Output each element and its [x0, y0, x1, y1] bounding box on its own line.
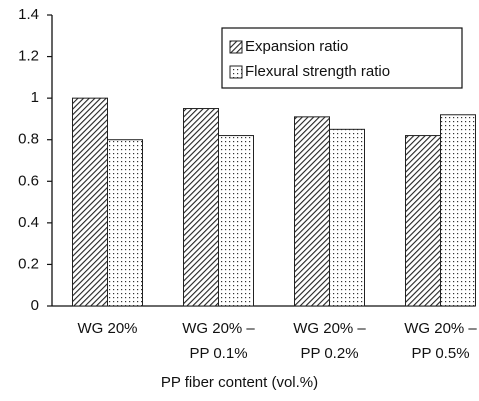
y-tick-label: 0.2	[18, 255, 39, 272]
y-tick-label: 0	[31, 297, 39, 314]
bar	[107, 139, 143, 307]
x-tick-label: WG 20% – PP 0.2%	[293, 320, 366, 362]
bar	[329, 128, 365, 307]
legend-swatch	[229, 40, 243, 54]
legend-label: Expansion ratio	[245, 38, 348, 55]
bar	[218, 135, 254, 307]
legend-swatch	[229, 65, 243, 79]
x-tick-label: WG 20% – PP 0.5%	[404, 320, 477, 362]
bar	[294, 116, 330, 307]
bar	[72, 97, 108, 307]
y-tick-label: 0.4	[18, 214, 39, 231]
y-tick-label: 0.6	[18, 172, 39, 189]
x-tick-label: WG 20% – PP 0.1%	[182, 320, 255, 362]
y-tick-label: 0.8	[18, 131, 39, 148]
y-tick-label: 1.2	[18, 48, 39, 65]
bar	[183, 108, 219, 307]
y-tick-label: 1	[31, 89, 39, 106]
x-tick-label: WG 20%	[77, 320, 138, 337]
y-tick-label: 1.4	[18, 6, 39, 23]
x-axis-label: PP fiber content (vol.%)	[160, 374, 319, 391]
bar	[405, 135, 441, 307]
legend-box	[221, 27, 463, 89]
legend-label: Flexural strength ratio	[245, 63, 390, 80]
legend: Expansion ratio Flexural strength ratio	[221, 27, 463, 89]
bar	[440, 114, 476, 307]
